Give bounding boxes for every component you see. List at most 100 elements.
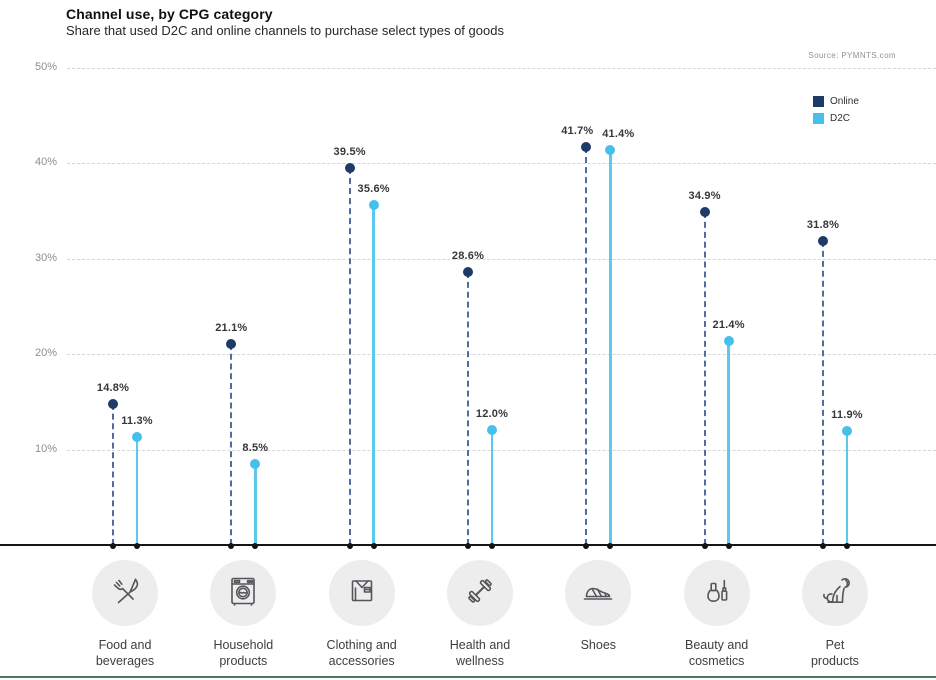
category-icon-circle xyxy=(210,560,277,626)
category-label-line: beverages xyxy=(95,654,155,669)
dumbbell-icon xyxy=(460,571,500,616)
washing-machine-icon xyxy=(223,571,263,616)
gridline-30 xyxy=(67,258,936,260)
cosmetics-icon xyxy=(697,571,737,616)
d2c-dot xyxy=(250,458,261,469)
online-value-label: 31.8% xyxy=(806,219,840,232)
gridline-20 xyxy=(67,354,936,356)
shoe-icon xyxy=(578,571,618,616)
y-axis-tick-label: 10% xyxy=(34,442,57,455)
y-axis-tick-label: 30% xyxy=(34,251,57,264)
category-label-line: wellness xyxy=(456,654,504,669)
online-stem xyxy=(703,211,706,545)
category-icon-circle xyxy=(683,560,750,626)
category-label-line: Pet xyxy=(825,638,845,652)
category-icon-circle xyxy=(92,560,158,626)
d2c-stem xyxy=(372,205,375,545)
category-icon-circle xyxy=(801,560,868,626)
category-label: Shoes xyxy=(536,637,660,653)
shirt-icon xyxy=(342,571,382,616)
online-axis-dot xyxy=(819,543,826,549)
d2c-value-label: 41.4% xyxy=(602,127,635,140)
category-label-line: Clothing and xyxy=(326,638,397,652)
category-label: Health and wellness xyxy=(418,637,542,670)
online-axis-dot xyxy=(228,543,235,549)
online-axis-dot xyxy=(583,543,590,549)
online-stem xyxy=(230,343,233,545)
category-label-line: products xyxy=(810,654,859,669)
d2c-stem xyxy=(609,149,612,545)
legend-item-d2c: D2C xyxy=(813,113,859,124)
d2c-stem xyxy=(845,431,849,545)
online-value-label: 41.7% xyxy=(561,124,594,137)
category-label-line: Food and xyxy=(98,638,152,652)
online-stem xyxy=(821,241,824,545)
d2c-dot xyxy=(723,335,734,346)
y-axis-tick-label: 50% xyxy=(34,60,57,73)
d2c-value-label: 11.9% xyxy=(831,409,863,422)
gridline-50 xyxy=(67,67,936,69)
legend: Online D2C xyxy=(813,96,859,130)
category-label: Clothing and accessories xyxy=(300,637,424,670)
online-stem xyxy=(112,403,114,545)
online-value-label: 14.8% xyxy=(96,381,130,394)
online-dot xyxy=(581,141,592,152)
y-axis-tick-label: 20% xyxy=(34,347,57,360)
category-label: Beauty and cosmetics xyxy=(655,637,779,670)
legend-swatch-d2c xyxy=(813,113,824,124)
category-icon-circle xyxy=(446,560,513,626)
online-value-label: 34.9% xyxy=(688,189,721,202)
d2c-axis-dot xyxy=(134,543,140,549)
d2c-axis-dot xyxy=(488,543,495,549)
online-dot xyxy=(699,206,710,217)
d2c-dot xyxy=(841,426,852,437)
legend-label-d2c: D2C xyxy=(830,113,851,124)
x-axis-line xyxy=(0,544,936,546)
category-label-line: accessories xyxy=(328,654,395,669)
d2c-value-label: 35.6% xyxy=(357,183,390,196)
online-value-label: 28.6% xyxy=(451,250,485,262)
category-label-line: Household xyxy=(213,638,274,652)
chart-subtitle: Share that used D2C and online channels … xyxy=(66,23,504,38)
d2c-axis-dot xyxy=(370,543,377,549)
online-dot xyxy=(462,267,473,277)
y-axis-tick-label: 40% xyxy=(34,156,57,169)
d2c-axis-dot xyxy=(607,543,614,549)
online-stem xyxy=(585,146,588,545)
d2c-value-label: 11.3% xyxy=(121,415,153,428)
bottom-border-rule xyxy=(0,676,936,678)
d2c-stem xyxy=(727,340,730,545)
category-label-line: Health and xyxy=(449,638,511,652)
online-axis-dot xyxy=(110,543,116,549)
dog-icon xyxy=(815,571,855,616)
d2c-value-label: 21.4% xyxy=(712,318,745,331)
d2c-stem xyxy=(254,463,257,545)
online-dot xyxy=(817,236,828,247)
d2c-value-label: 8.5% xyxy=(242,441,269,454)
d2c-axis-dot xyxy=(252,543,259,549)
source-label: Source: PYMNTS.com xyxy=(808,51,896,60)
online-axis-dot xyxy=(346,543,353,549)
chart-title: Channel use, by CPG category xyxy=(66,6,273,22)
d2c-value-label: 12.0% xyxy=(475,408,509,421)
legend-item-online: Online xyxy=(813,96,859,107)
category-label: Household products xyxy=(181,637,305,670)
gridline-10 xyxy=(67,449,936,451)
category-label-line: cosmetics xyxy=(688,654,745,669)
d2c-dot xyxy=(368,200,379,211)
d2c-dot xyxy=(132,432,142,443)
d2c-axis-dot xyxy=(843,543,850,549)
d2c-dot xyxy=(486,425,497,436)
online-dot xyxy=(108,398,118,409)
category-label-line: Beauty and xyxy=(685,638,749,652)
fork-knife-icon xyxy=(105,571,145,616)
online-value-label: 21.1% xyxy=(215,321,248,334)
category-label: Food and beverages xyxy=(63,637,187,670)
legend-swatch-online xyxy=(813,96,824,107)
online-value-label: 39.5% xyxy=(333,145,366,158)
category-label: Pet products xyxy=(773,637,897,670)
online-dot xyxy=(226,338,237,349)
category-label-line: products xyxy=(219,654,268,669)
